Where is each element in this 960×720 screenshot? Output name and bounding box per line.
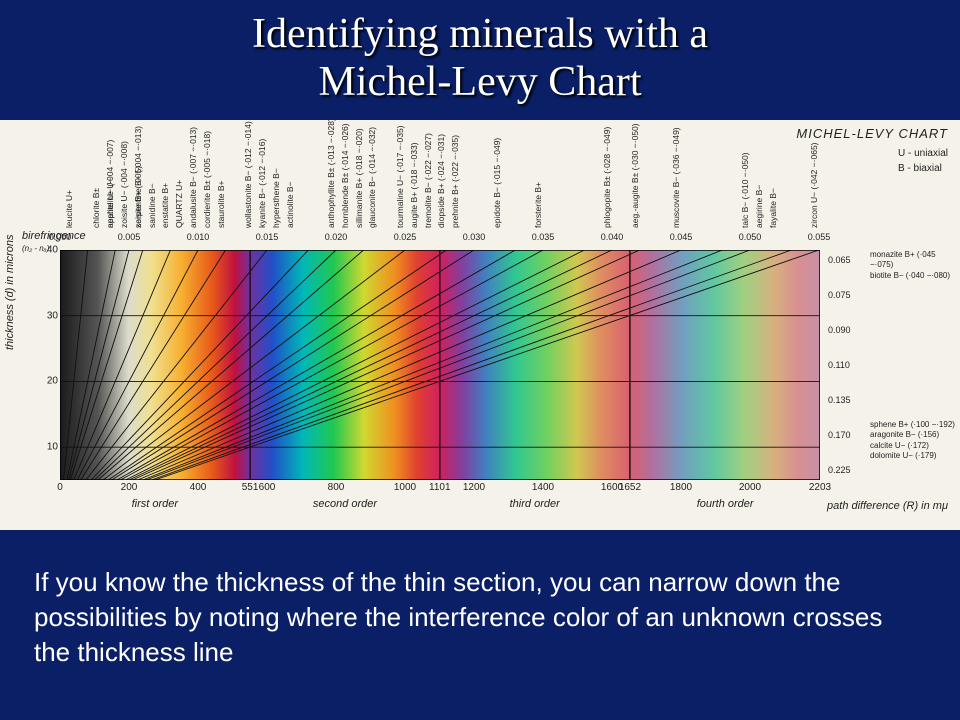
x-tick: 1400 bbox=[532, 482, 554, 493]
x-tick: 600 bbox=[259, 482, 276, 493]
mineral-label: sillimanite B+ (·018 −·020) bbox=[354, 128, 364, 228]
birefringence-tick: 0.020 bbox=[325, 232, 348, 242]
x-tick-boundary: 1101 bbox=[429, 482, 451, 493]
slide-caption: If you know the thickness of the thin se… bbox=[34, 565, 890, 670]
title-line-2: Michel-Levy Chart bbox=[318, 59, 641, 105]
michel-levy-chart bbox=[60, 250, 820, 480]
y-tick: 40 bbox=[47, 245, 58, 256]
mineral-label: prehnite B+ (·022 −·035) bbox=[450, 135, 460, 228]
slide: Identifying minerals with a Michel-Levy … bbox=[0, 0, 960, 720]
birefringence-tick: 0.050 bbox=[739, 232, 762, 242]
mineral-labels-right: monazite B+ (·045 −·075)biotite B− (·040… bbox=[870, 250, 960, 341]
mineral-label: tourmaline U− (·017 −·035) bbox=[395, 125, 405, 228]
right-scale-tick: 0.135 bbox=[828, 395, 851, 405]
mineral-labels-top: leucite U+chlorite B±nepheline U−apatite… bbox=[60, 130, 820, 230]
birefringence-tick: 0.015 bbox=[256, 232, 279, 242]
mineral-label: leucite U+ bbox=[64, 190, 74, 228]
birefringence-tick: 0.040 bbox=[601, 232, 624, 242]
mineral-label: enstatite B+ bbox=[160, 183, 170, 228]
order-label: second order bbox=[313, 498, 377, 510]
x-tick: 1000 bbox=[394, 482, 416, 493]
mineral-label: aegirine B− bbox=[754, 185, 764, 228]
mineral-label: actinolite B− bbox=[285, 181, 295, 228]
chart-legend: U - uniaxial B - biaxial bbox=[898, 146, 948, 176]
y-tick: 20 bbox=[47, 376, 58, 387]
mineral-label: aeg.-augite B± (·030 −·050) bbox=[630, 123, 640, 228]
mineral-label: kyanite B− (·012 −·016) bbox=[257, 139, 267, 228]
mineral-label: phlogopite B± (·028 −·049) bbox=[602, 127, 612, 228]
mineral-label: QUARTZ U+ bbox=[174, 180, 184, 228]
x-axis-label: path difference (R) in mμ bbox=[827, 500, 948, 512]
mineral-label: fayalite B− bbox=[768, 188, 778, 228]
mineral-label: zircon U− (·042 −·065) bbox=[809, 142, 819, 228]
mineral-label-right: sphene B+ (·100 −·192) bbox=[870, 420, 955, 430]
birefringence-ticks: 0.0000.0050.0100.0150.0200.0250.0300.035… bbox=[60, 232, 820, 246]
mineral-label: augite B+ (·018 −·033) bbox=[409, 142, 419, 228]
right-scale-tick: 0.065 bbox=[828, 255, 851, 265]
mineral-label: andalusite B− (·007 −·013) bbox=[188, 127, 198, 228]
order-label: first order bbox=[132, 498, 178, 510]
right-scale-tick: 0.170 bbox=[828, 430, 851, 440]
x-tick-boundary: 2203 bbox=[809, 482, 831, 493]
right-scale-tick: 0.225 bbox=[828, 465, 851, 475]
x-tick: 0 bbox=[57, 482, 63, 493]
y-tick: 30 bbox=[47, 310, 58, 321]
y-axis-ticks: 10203040 bbox=[40, 250, 60, 480]
right-scale-tick: 0.075 bbox=[828, 290, 851, 300]
mineral-label: hypersthene B− bbox=[271, 168, 281, 228]
birefringence-tick: 0.035 bbox=[532, 232, 555, 242]
right-scale-tick: 0.110 bbox=[828, 360, 850, 370]
right-scale-tick: 0.090 bbox=[828, 325, 851, 335]
mineral-label: sanidine B− bbox=[147, 183, 157, 228]
mineral-label: chlorite B± bbox=[91, 188, 101, 228]
mineral-label: talc B− (·010 −·050) bbox=[740, 152, 750, 228]
y-tick: 10 bbox=[47, 442, 58, 453]
y-axis-label: thickness (d) in microns bbox=[4, 234, 16, 350]
x-axis-ticks: 0200400600800100012001400160018002000551… bbox=[60, 482, 820, 496]
mineral-label: zoisite U− (·004 −·008) bbox=[119, 141, 129, 228]
mineral-label: apatite U− (·004 −·007) bbox=[105, 140, 115, 228]
legend-uniaxial: U - uniaxial bbox=[898, 146, 948, 161]
birefringence-tick: 0.005 bbox=[118, 232, 141, 242]
birefringence-tick: 0.055 bbox=[808, 232, 831, 242]
slide-title: Identifying minerals with a Michel-Levy … bbox=[0, 0, 960, 113]
mineral-label: hornblende B± (·014 −·026) bbox=[340, 123, 350, 228]
mineral-label-right: calcite U− (·172) bbox=[870, 441, 955, 451]
x-tick: 2000 bbox=[739, 482, 761, 493]
birefringence-tick: 0.030 bbox=[463, 232, 486, 242]
x-tick: 800 bbox=[328, 482, 345, 493]
mineral-label: forsterite B+ bbox=[533, 182, 543, 228]
mineral-label: diopside B+ (·024 −·031) bbox=[436, 134, 446, 228]
birefringence-tick: 0.025 bbox=[394, 232, 417, 242]
mineral-label-right: dolomite U− (·179) bbox=[870, 451, 955, 461]
birefringence-tick: 0.045 bbox=[670, 232, 693, 242]
mineral-label-right: biotite B− (·040 −·080) bbox=[870, 271, 960, 281]
mineral-label: muscovite B− (·036 −·049) bbox=[671, 127, 681, 228]
mineral-label: tremolite B− (·022 −·027) bbox=[423, 133, 433, 228]
birefringence-tick: 0.000 bbox=[49, 232, 72, 242]
x-tick: 1800 bbox=[670, 482, 692, 493]
x-tick-boundary: 1652 bbox=[619, 482, 641, 493]
x-tick: 200 bbox=[121, 482, 138, 493]
order-labels: first order second order third order fourth… bbox=[60, 498, 820, 514]
x-tick-boundary: 551 bbox=[242, 482, 259, 493]
order-label: fourth order bbox=[697, 498, 754, 510]
mineral-label: cordierite B± (·005 −·018) bbox=[202, 131, 212, 228]
x-tick: 1200 bbox=[463, 482, 485, 493]
order-label: third order bbox=[510, 498, 560, 510]
mineral-label: anthophyllite B± (·013 −·028) bbox=[326, 118, 336, 228]
birefringence-tick: 0.010 bbox=[187, 232, 210, 242]
legend-biaxial: B - biaxial bbox=[898, 161, 948, 176]
michel-levy-chart-panel: MICHEL-LEVY CHART U - uniaxial B - biaxi… bbox=[0, 120, 960, 530]
mineral-label-right: monazite B+ (·045 −·075) bbox=[870, 250, 960, 271]
x-tick: 400 bbox=[190, 482, 207, 493]
mineral-label: epidote B− (·015 −·049) bbox=[492, 138, 502, 228]
mineral-label: glauconite B− (·014 −·032) bbox=[367, 127, 377, 228]
mineral-label: staurolite B+ bbox=[216, 181, 226, 229]
mineral-label: wollastonite B− (·012 −·014) bbox=[243, 121, 253, 228]
mineral-label-right: aragonite B− (·156) bbox=[870, 430, 955, 440]
title-line-1: Identifying minerals with a bbox=[252, 11, 708, 57]
mineral-label: zoisite B+ (·005) bbox=[133, 166, 143, 228]
